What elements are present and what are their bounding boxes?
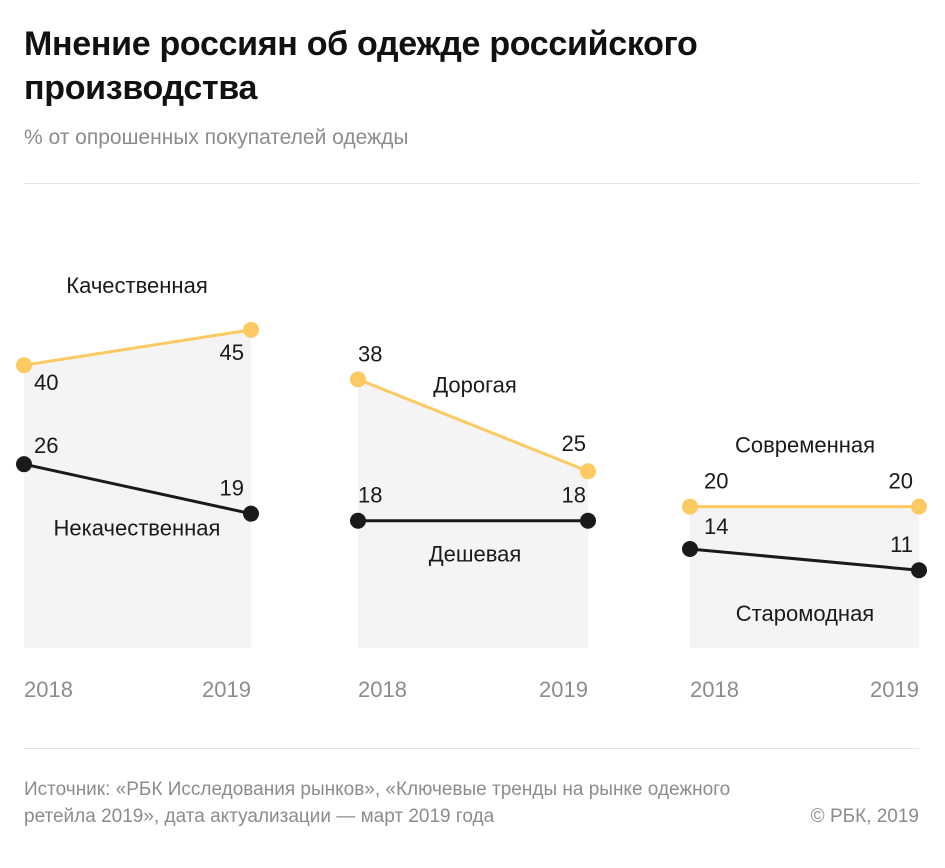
series-line	[23, 328, 252, 367]
series-line	[689, 547, 920, 572]
x-tick-label: 2018	[24, 677, 73, 702]
chart-subtitle: % от опрошенных покупателей одежды	[24, 126, 409, 149]
data-label: 19	[220, 476, 244, 501]
series-line	[23, 462, 252, 516]
data-label: 40	[34, 370, 58, 395]
data-label: 45	[220, 340, 244, 365]
data-point	[350, 371, 366, 388]
series-line	[357, 377, 589, 473]
bottom-divider	[24, 748, 919, 749]
data-label: 38	[358, 341, 382, 366]
series-label: Дешевая	[429, 542, 522, 567]
top-divider	[24, 183, 919, 184]
chart-title: Мнение россиян об одежде российского про…	[24, 25, 698, 107]
panel-background	[358, 379, 588, 648]
data-label: 20	[889, 469, 913, 494]
data-label: 11	[890, 532, 913, 557]
source-note: Источник: «РБК Исследования рынков», «Кл…	[24, 779, 731, 827]
data-point	[580, 512, 596, 529]
data-point	[16, 456, 32, 473]
x-tick-label: 2019	[870, 677, 919, 702]
data-point	[911, 562, 927, 579]
data-label: 26	[34, 433, 58, 458]
data-point	[16, 357, 32, 374]
data-label: 20	[704, 469, 728, 494]
data-label: 18	[562, 483, 586, 508]
series-label: Некачественная	[54, 516, 221, 541]
panel-background	[690, 506, 919, 648]
data-point	[350, 512, 366, 529]
data-point	[243, 321, 259, 338]
footer: Источник: «РБК Исследования рынков», «Кл…	[24, 776, 919, 830]
slope-chart: 2018 20194045Качественная2619Некачественн…	[16, 273, 927, 702]
series-label: Современная	[735, 433, 875, 458]
data-label: 25	[562, 431, 586, 456]
data-label: 14	[704, 514, 728, 539]
data-point	[682, 541, 698, 558]
data-point	[911, 498, 927, 515]
data-point	[580, 463, 596, 480]
series-label: Старомодная	[736, 601, 874, 626]
x-tick-label: 2019	[202, 677, 251, 702]
series-label: Качественная	[66, 273, 207, 298]
copyright: © РБК, 2019	[810, 806, 919, 827]
data-point	[682, 498, 698, 515]
series-label: Дорогая	[433, 372, 517, 397]
data-label: 18	[358, 483, 382, 508]
x-tick-label: 2018	[358, 677, 407, 702]
data-point	[243, 505, 259, 522]
x-tick-label: 2018	[690, 677, 739, 702]
x-tick-label: 2019	[539, 677, 588, 702]
